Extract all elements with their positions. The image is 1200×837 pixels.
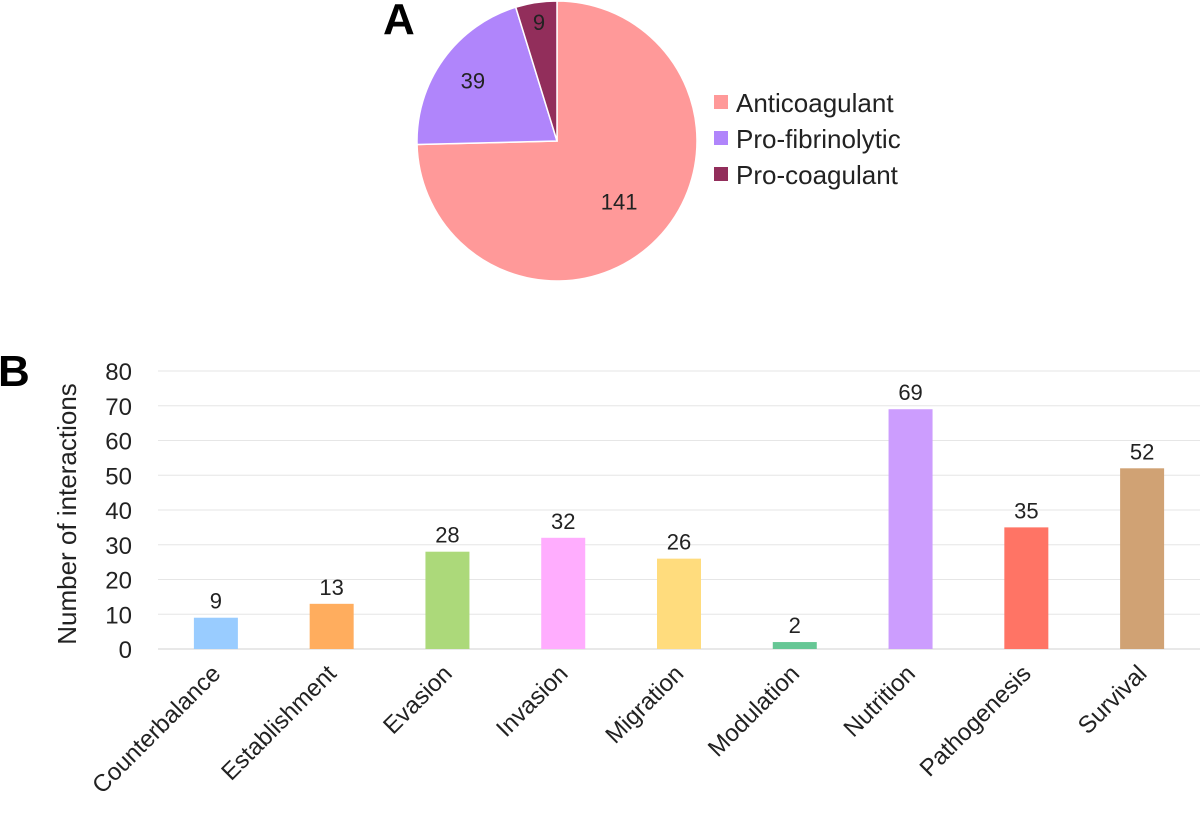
pie-slice-pro-coagulant <box>514 0 558 142</box>
category-label-invasion: Invasion <box>491 660 573 742</box>
pie-slices <box>416 0 698 282</box>
bar-survival <box>1120 468 1165 649</box>
bar-value-evasion: 28 <box>435 523 459 548</box>
y-tick-0: 0 <box>119 637 132 664</box>
bar-establishment <box>309 603 354 649</box>
legend-swatch-anticoagulant <box>714 95 728 109</box>
pie-value-pro-fibrinolytic: 39 <box>461 69 485 94</box>
y-tick-20: 20 <box>105 568 132 595</box>
bar-migration <box>657 558 701 649</box>
bar-value-establishment: 13 <box>319 575 343 600</box>
bar-modulation <box>772 642 817 649</box>
y-tick-30: 30 <box>105 533 132 560</box>
legend-swatch-pro-coagulant <box>714 167 728 181</box>
category-label-survival: Survival <box>1073 660 1152 739</box>
bar-value-survival: 52 <box>1130 439 1154 464</box>
y-tick-60: 60 <box>105 429 132 456</box>
category-label-establishment: Establishment <box>216 660 342 786</box>
category-label-modulation: Modulation <box>703 660 805 762</box>
pie-legend: Anticoagulant Pro-fibrinolytic Pro-coagula… <box>714 88 901 190</box>
category-label-pathogenesis: Pathogenesis <box>915 660 1037 782</box>
bar-value-pathogenesis: 35 <box>1014 498 1038 523</box>
pie-slice-pro-fibrinolytic <box>416 6 559 146</box>
category-label-migration: Migration <box>600 660 689 749</box>
bar-nutrition <box>888 409 933 649</box>
bars <box>193 409 1165 649</box>
y-tick-70: 70 <box>105 394 132 421</box>
bar-invasion <box>541 537 586 649</box>
pie-value-pro-coagulant: 9 <box>533 10 545 35</box>
y-tick-80: 80 <box>105 359 132 386</box>
bar-value-counterbalance: 9 <box>210 589 222 614</box>
pie-value-anticoagulant: 141 <box>601 190 638 215</box>
y-tick-10: 10 <box>105 602 132 629</box>
y-axis-ticks: 0 10 20 30 40 50 60 70 80 <box>105 359 132 664</box>
bar-chart: 0 10 20 30 40 50 60 70 80 Number of interactions… <box>52 359 1200 799</box>
legend-label-pro-coagulant: Pro-coagulant <box>736 160 899 190</box>
legend-label-pro-fibrinolytic: Pro-fibrinolytic <box>736 124 901 154</box>
category-label-nutrition: Nutrition <box>839 660 921 742</box>
panel-b-letter: B <box>0 347 30 396</box>
bar-value-nutrition: 69 <box>898 380 922 405</box>
bar-counterbalance <box>193 617 238 649</box>
bar-evasion <box>425 551 470 649</box>
bar-value-labels: 9 13 28 32 26 2 69 35 52 <box>210 380 1155 638</box>
bar-value-migration: 26 <box>667 530 691 555</box>
y-axis-title: Number of interactions <box>52 383 82 645</box>
y-tick-40: 40 <box>105 498 132 525</box>
bar-pathogenesis <box>1004 527 1049 649</box>
pie-slice-anticoagulant <box>416 0 698 282</box>
panel-a-letter: A <box>383 0 415 44</box>
legend-swatch-pro-fibrinolytic <box>714 131 728 145</box>
pie-chart: 141 39 9 Anticoagulant Pro-fibrinolytic Pro-… <box>416 0 901 282</box>
category-label-counterbalance: Counterbalance <box>87 660 226 799</box>
y-tick-50: 50 <box>105 463 132 490</box>
legend-label-anticoagulant: Anticoagulant <box>736 88 894 118</box>
bar-value-invasion: 32 <box>551 509 575 534</box>
category-label-evasion: Evasion <box>378 660 457 739</box>
bar-value-modulation: 2 <box>789 613 801 638</box>
pie-value-labels: 141 39 9 <box>461 10 638 215</box>
